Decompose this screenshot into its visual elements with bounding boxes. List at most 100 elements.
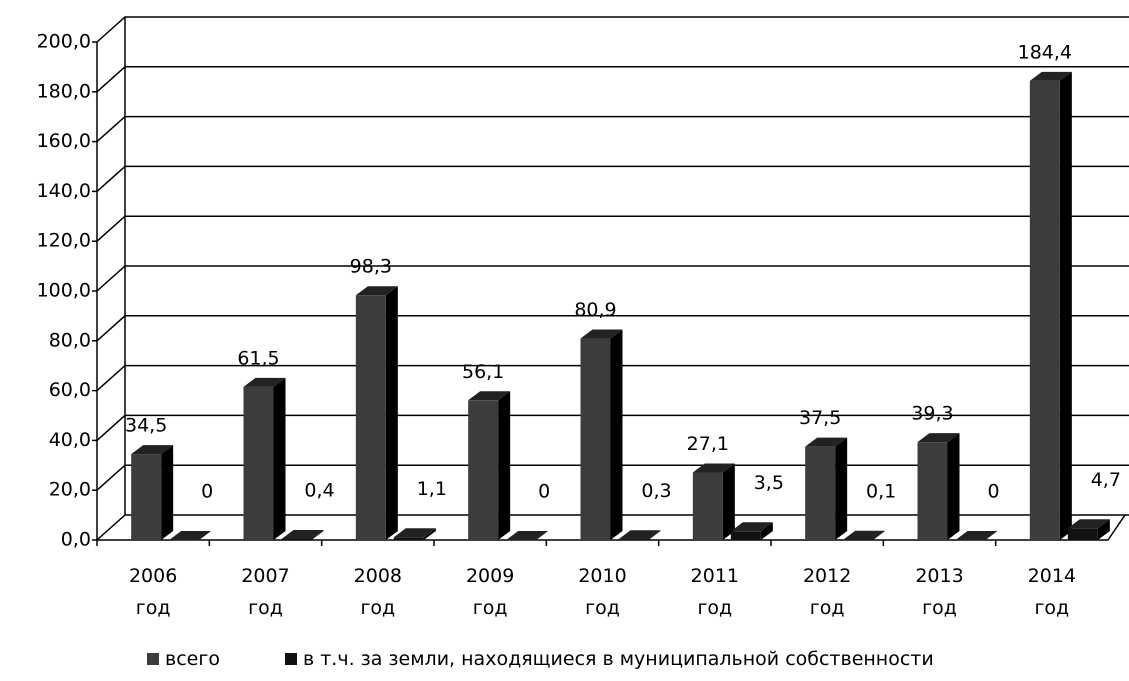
x-tick-label: 2006 год <box>128 565 178 619</box>
y-tick-label: 120,0 <box>37 230 91 252</box>
bar-top <box>243 377 286 387</box>
bar-top <box>730 522 773 532</box>
legend-swatch <box>285 653 297 665</box>
bar-top <box>506 531 549 540</box>
bar <box>131 454 162 540</box>
x-tick-label: 2014 год <box>1027 565 1076 619</box>
y-tick-label: 40,0 <box>49 429 91 451</box>
bar-side <box>648 530 661 540</box>
grid-line <box>96 165 1129 192</box>
value-label: 56,1 <box>462 361 504 383</box>
y-tick-label: 60,0 <box>49 379 91 401</box>
x-tick-label: 2010 год <box>578 565 627 619</box>
bar-side <box>161 445 174 540</box>
bar-side <box>610 329 623 540</box>
bar <box>468 400 499 540</box>
bar <box>955 540 986 541</box>
bar-top <box>618 530 661 540</box>
bar <box>618 539 649 540</box>
grid-line <box>96 315 1129 342</box>
grid-line <box>96 16 1129 43</box>
value-label: 80,9 <box>574 299 616 321</box>
bar <box>355 295 386 540</box>
bar-top <box>281 530 324 540</box>
value-label: 0,3 <box>641 480 671 502</box>
bar-side <box>1059 71 1072 541</box>
value-label: 3,5 <box>754 472 784 494</box>
bar <box>1067 528 1098 540</box>
value-label: 37,5 <box>799 407 841 429</box>
bar <box>506 540 537 541</box>
bar-side <box>423 528 436 540</box>
grid-line <box>96 66 1129 93</box>
bar-side <box>760 522 773 540</box>
y-tick-label: 0,0 <box>61 529 91 551</box>
y-tick-label: 160,0 <box>37 130 91 152</box>
bar <box>1029 80 1060 541</box>
legend-swatch <box>147 653 159 665</box>
x-tick-label: 2012 год <box>802 565 852 619</box>
bar-top <box>843 530 886 540</box>
grid-line <box>96 514 1129 541</box>
bar <box>730 531 761 540</box>
bar-top <box>917 433 960 443</box>
grid-line <box>96 464 1129 491</box>
legend-label: всего <box>165 648 220 670</box>
bar-side <box>873 530 886 540</box>
value-label: 39,3 <box>911 403 953 425</box>
grid-line <box>96 265 1129 292</box>
bar-side <box>947 433 960 540</box>
y-tick-label: 200,0 <box>37 31 91 53</box>
value-label: 0,4 <box>304 480 334 502</box>
bar <box>805 446 836 540</box>
bar-side <box>311 530 324 540</box>
bar-top <box>393 528 436 538</box>
bar <box>169 540 200 541</box>
bar-top <box>805 437 848 447</box>
grid-line <box>96 364 1129 392</box>
bar-top <box>692 463 735 473</box>
bar-top <box>468 391 511 401</box>
bar <box>393 537 424 540</box>
bar-top <box>169 531 212 540</box>
x-tick-label: 2009 год <box>465 565 515 619</box>
value-label: 4,7 <box>1091 469 1121 491</box>
value-label: 0 <box>201 481 213 503</box>
y-tick-label: 140,0 <box>37 180 91 202</box>
x-tick-label: 2007 год <box>241 565 290 619</box>
bar <box>843 539 874 541</box>
bar-top <box>355 286 398 296</box>
legend-item: всего <box>147 648 220 670</box>
bar-top <box>1029 71 1072 81</box>
bar-side <box>385 286 398 540</box>
grid-line <box>96 115 1129 143</box>
value-label: 1,1 <box>417 478 447 500</box>
bar <box>281 539 312 540</box>
value-label: 27,1 <box>687 433 729 455</box>
y-tick-label: 80,0 <box>49 329 91 351</box>
bar-top <box>580 329 623 339</box>
bar <box>917 442 948 540</box>
x-tick-label: 2011 год <box>690 565 739 619</box>
bar <box>580 338 611 540</box>
value-label: 0 <box>538 481 550 503</box>
value-label: 0,1 <box>866 480 896 502</box>
bar <box>243 386 274 540</box>
bar-side <box>498 391 511 540</box>
x-tick-label: 2008 год <box>353 565 402 619</box>
bar-side <box>835 437 848 540</box>
value-label: 61,5 <box>237 347 279 369</box>
y-tick-label: 100,0 <box>37 280 91 302</box>
legend-label: в т.ч. за земли, находящиеся в муниципал… <box>303 648 934 670</box>
bar <box>692 472 723 540</box>
grid-line <box>96 215 1129 242</box>
bar-top <box>131 445 174 455</box>
x-tick-label: 2013 год <box>915 565 964 619</box>
value-label: 34,5 <box>125 415 167 437</box>
value-label: 98,3 <box>350 256 392 278</box>
bar-top <box>955 531 998 540</box>
bar-side <box>1097 519 1110 540</box>
y-tick-label: 180,0 <box>37 80 91 102</box>
